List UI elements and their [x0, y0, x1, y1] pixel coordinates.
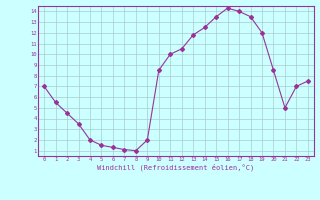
X-axis label: Windchill (Refroidissement éolien,°C): Windchill (Refroidissement éolien,°C): [97, 164, 255, 171]
